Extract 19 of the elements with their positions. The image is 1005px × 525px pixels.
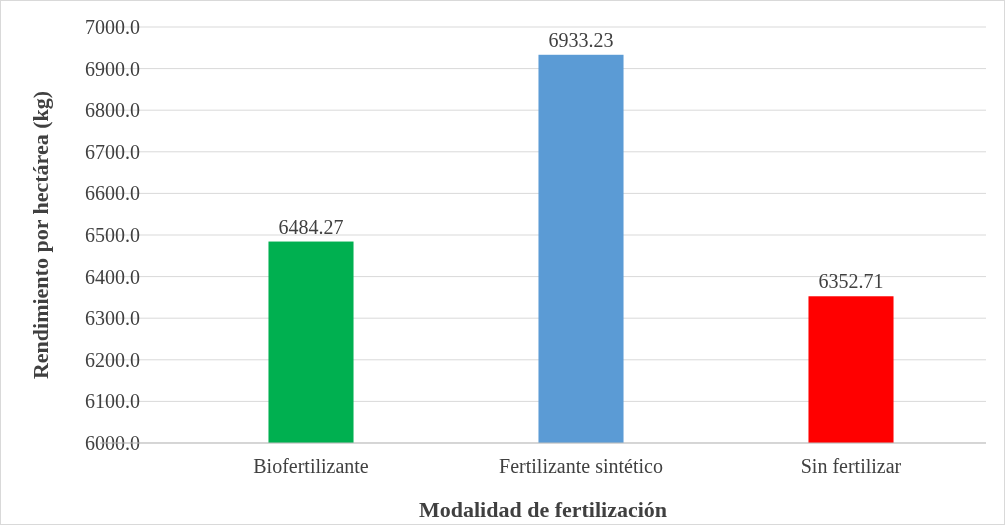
x-tick-label: Sin fertilizar [800,455,902,477]
y-tick-label: 6100.0 [85,390,140,413]
data-label: 6352.71 [818,270,884,293]
x-tick-label: Biofertilizante [253,455,369,477]
x-axis-title: Modalidad de fertilización [418,497,668,522]
y-tick-label: 7000.0 [85,16,140,38]
y-tick-label: 6500.0 [85,224,140,246]
y-tick-label: 6400.0 [85,265,140,288]
data-label: 6933.23 [548,28,614,51]
y-tick-label: 6900.0 [85,57,140,80]
x-tick-label: Fertilizante sintético [499,455,663,477]
data-label: 6484.27 [278,215,344,238]
y-axis-title: Rendimiento por hectárea (kg) [28,90,53,380]
y-tick-label: 6200.0 [85,348,140,371]
y-tick-label: 6000.0 [85,432,140,454]
y-tick-label: 6300.0 [85,307,140,330]
y-tick-label: 6700.0 [85,140,140,163]
y-tick-label: 6800.0 [85,99,140,122]
y-tick-label: 6600.0 [85,182,140,205]
